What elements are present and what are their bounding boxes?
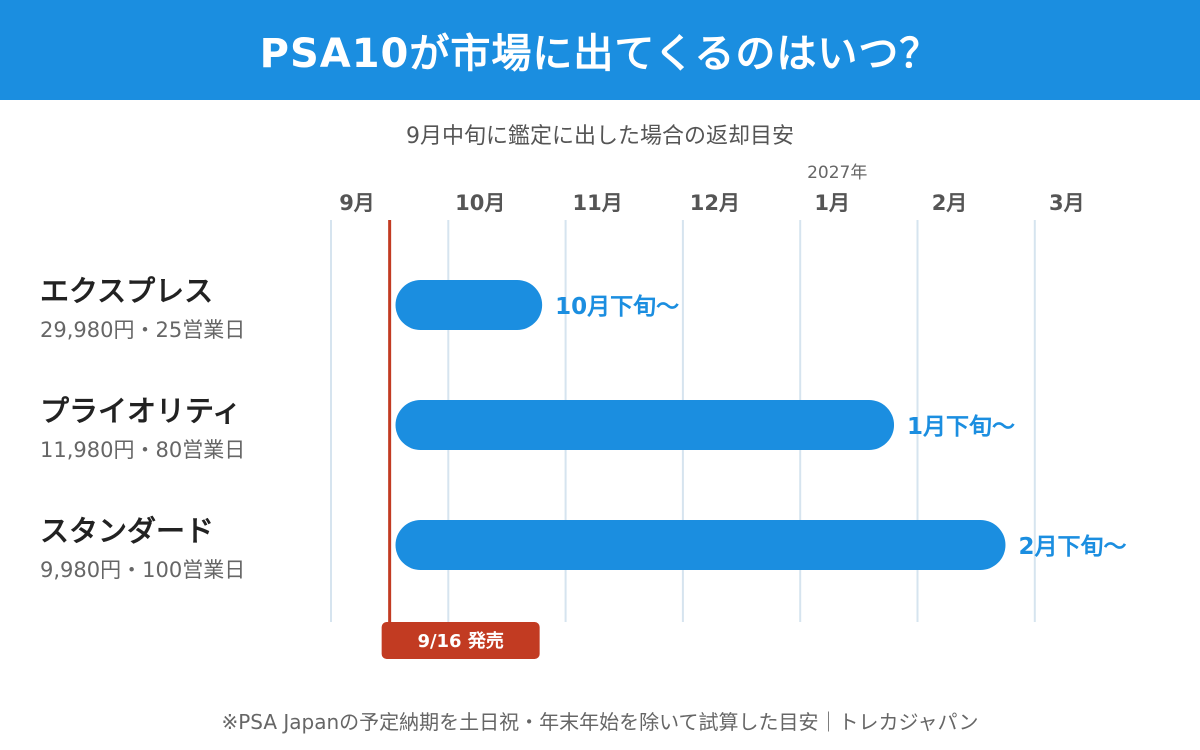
timeline-chart: 9月 10月 11月 12月 1月 2027年 2月 3月 10月下旬〜 エクスプレス 29,980… — [40, 163, 1126, 659]
year-annotation: 2027年 — [807, 163, 867, 183]
x-tick-label: 12月 — [690, 191, 740, 215]
row-detail: 29,980円・25営業日 — [40, 318, 245, 342]
release-badge-label: 9/16 発売 — [417, 630, 503, 652]
row-detail: 9,980円・100営業日 — [40, 558, 245, 582]
x-tick-label: 1月 — [814, 191, 850, 215]
page-title: PSA10が市場に出てくるのはいつ？ — [259, 31, 941, 77]
x-tick-label: 2月 — [932, 191, 968, 215]
bar-label: 2月下旬〜 — [1018, 534, 1126, 560]
row-name: スタンダード — [40, 514, 214, 548]
row-name: プライオリティ — [40, 394, 241, 428]
chart-subtitle: 9月中旬に鑑定に出した場合の返却目安 — [406, 124, 794, 149]
timeline-bar — [395, 280, 543, 330]
row-detail: 11,980円・80営業日 — [40, 438, 245, 462]
x-tick-label: 3月 — [1049, 191, 1085, 215]
bar-label: 1月下旬〜 — [907, 414, 1015, 440]
bar-label: 10月下旬〜 — [555, 294, 679, 320]
release-badge — [381, 622, 540, 659]
timeline-bar — [395, 400, 895, 450]
timeline-bar — [395, 520, 1006, 570]
x-tick-label: 10月 — [455, 191, 505, 215]
x-tick-label: 11月 — [572, 191, 622, 215]
row-name: エクスプレス — [40, 274, 213, 308]
footnote: ※PSA Japanの予定納期を土日祝・年末年始を除いて試算した目安｜トレカジャ… — [221, 710, 979, 734]
x-tick-label: 9月 — [339, 191, 375, 215]
title-banner: PSA10が市場に出てくるのはいつ？ — [0, 0, 1200, 100]
